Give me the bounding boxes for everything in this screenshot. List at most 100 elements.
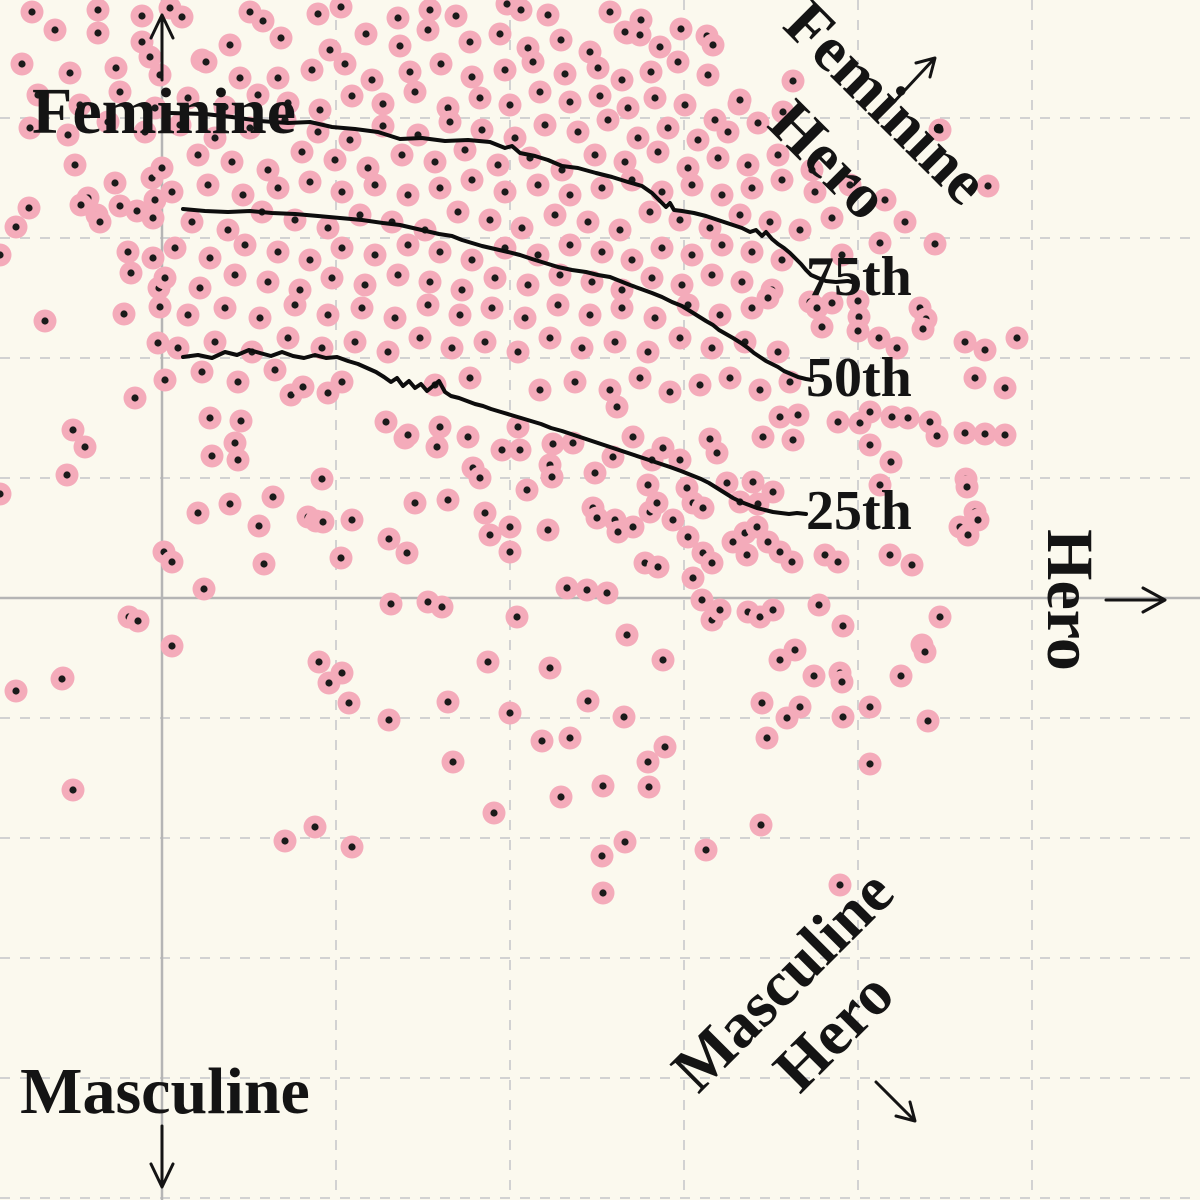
scatter-point-center-dot bbox=[200, 585, 208, 593]
scatter-point-center-dot bbox=[264, 166, 272, 174]
scatter-point-center-dot bbox=[875, 334, 883, 342]
feminine-axis-label: Feminine bbox=[32, 75, 296, 148]
scatter-point-center-dot bbox=[838, 678, 846, 686]
scatter-point-center-dot bbox=[704, 71, 712, 79]
scatter-point-center-dot bbox=[664, 124, 672, 132]
scatter-point-center-dot bbox=[438, 603, 446, 611]
scatter-point-center-dot bbox=[255, 522, 263, 530]
scatter-point-center-dot bbox=[506, 709, 514, 717]
scatter-point-center-dot bbox=[116, 88, 124, 96]
scatter-point-center-dot bbox=[644, 758, 652, 766]
scatter-point-center-dot bbox=[834, 558, 842, 566]
scatter-point-center-dot bbox=[836, 881, 844, 889]
scatter-point-center-dot bbox=[669, 516, 677, 524]
scatter-point-center-dot bbox=[496, 30, 504, 38]
scatter-point-center-dot bbox=[596, 92, 604, 100]
scatter-point-center-dot bbox=[338, 378, 346, 386]
scatter-point-center-dot bbox=[908, 561, 916, 569]
scatter-point-center-dot bbox=[706, 224, 714, 232]
scatter-point-center-dot bbox=[598, 852, 606, 860]
scatter-point-center-dot bbox=[348, 843, 356, 851]
scatter-point-center-dot bbox=[149, 254, 157, 262]
scatter-point-center-dot bbox=[26, 124, 34, 132]
percentile-75-label: 75th bbox=[806, 246, 912, 308]
scatter-point-center-dot bbox=[866, 408, 874, 416]
scatter-point-center-dot bbox=[324, 389, 332, 397]
scatter-point-center-dot bbox=[356, 211, 364, 219]
scatter-point-center-dot bbox=[557, 36, 565, 44]
scatter-point-center-dot bbox=[789, 436, 797, 444]
scatter-point-center-dot bbox=[426, 278, 434, 286]
scatter-point-center-dot bbox=[514, 423, 522, 431]
scatter-point-center-dot bbox=[779, 108, 787, 116]
scatter-point-center-dot bbox=[623, 631, 631, 639]
scatter-point-center-dot bbox=[316, 106, 324, 114]
scatter-point-center-dot bbox=[158, 164, 166, 172]
scatter-point-center-dot bbox=[466, 374, 474, 382]
scatter-point-center-dot bbox=[34, 91, 42, 99]
scatter-point-center-dot bbox=[411, 88, 419, 96]
scatter-point-center-dot bbox=[338, 188, 346, 196]
scatter-point-center-dot bbox=[154, 339, 162, 347]
scatter-point-center-dot bbox=[426, 6, 434, 14]
scatter-point-center-dot bbox=[591, 151, 599, 159]
scatter-point-center-dot bbox=[644, 348, 652, 356]
scatter-point-center-dot bbox=[326, 46, 334, 54]
scatter-point-center-dot bbox=[554, 301, 562, 309]
scatter-point-center-dot bbox=[66, 69, 74, 77]
scatter-point-center-dot bbox=[63, 471, 71, 479]
scatter-point-center-dot bbox=[534, 251, 542, 259]
scatter-point-center-dot bbox=[348, 92, 356, 100]
scatter-point-center-dot bbox=[269, 493, 277, 501]
scatter-point-center-dot bbox=[458, 286, 466, 294]
scatter-point-center-dot bbox=[551, 211, 559, 219]
scatter-point-center-dot bbox=[759, 433, 767, 441]
scatter-point-center-dot bbox=[646, 208, 654, 216]
scatter-point-center-dot bbox=[382, 418, 390, 426]
scatter-point-center-dot bbox=[517, 6, 525, 14]
scatter-point-center-dot bbox=[461, 146, 469, 154]
down-arrow-icon bbox=[149, 1162, 175, 1189]
scatter-point-center-dot bbox=[338, 244, 346, 252]
scatter-point-center-dot bbox=[583, 586, 591, 594]
scatter-point-center-dot bbox=[211, 338, 219, 346]
scatter-point-center-dot bbox=[598, 248, 606, 256]
scatter-point-center-dot bbox=[444, 698, 452, 706]
scatter-point-center-dot bbox=[77, 201, 85, 209]
scatter-point-center-dot bbox=[291, 301, 299, 309]
scatter-point-center-dot bbox=[481, 338, 489, 346]
scatter-point-center-dot bbox=[893, 344, 901, 352]
scatter-point-center-dot bbox=[308, 66, 316, 74]
scatter-point-center-dot bbox=[358, 304, 366, 312]
scatter-point-center-dot bbox=[726, 374, 734, 382]
scatter-point-center-dot bbox=[490, 809, 498, 817]
scatter-point-center-dot bbox=[234, 378, 242, 386]
scatter-point-center-dot bbox=[184, 311, 192, 319]
scatter-point-center-dot bbox=[676, 334, 684, 342]
scatter-point-center-dot bbox=[749, 478, 757, 486]
scatter-point-center-dot bbox=[810, 672, 818, 680]
scatter-point-center-dot bbox=[766, 218, 774, 226]
scatter-point-center-dot bbox=[394, 14, 402, 22]
scatter-point-center-dot bbox=[566, 191, 574, 199]
scatter-point-center-dot bbox=[1001, 431, 1009, 439]
scatter-point-center-dot bbox=[839, 713, 847, 721]
scatter-point-center-dot bbox=[778, 176, 786, 184]
scatter-point-center-dot bbox=[444, 104, 452, 112]
scatter-point-center-dot bbox=[654, 563, 662, 571]
scatter-point-center-dot bbox=[468, 73, 476, 81]
scatter-point-center-dot bbox=[866, 760, 874, 768]
scatter-point-center-dot bbox=[424, 26, 432, 34]
scatter-point-center-dot bbox=[688, 181, 696, 189]
scatter-point-center-dot bbox=[919, 325, 927, 333]
scatter-point-center-dot bbox=[259, 17, 267, 25]
scatter-point-center-dot bbox=[12, 223, 20, 231]
scatter-point-center-dot bbox=[64, 131, 72, 139]
scatter-point-center-dot bbox=[256, 314, 264, 322]
scatter-point-center-dot bbox=[149, 214, 157, 222]
scatter-point-center-dot bbox=[226, 500, 234, 508]
scatter-point-center-dot bbox=[81, 443, 89, 451]
scatter-point-center-dot bbox=[681, 101, 689, 109]
percentile-curve-p50 bbox=[181, 207, 814, 382]
scatter-point-center-dot bbox=[466, 38, 474, 46]
